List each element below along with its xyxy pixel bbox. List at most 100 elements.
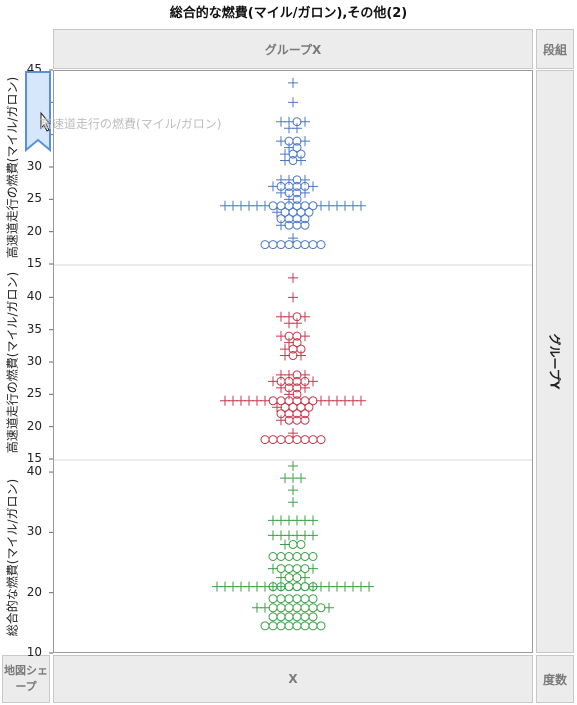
data-point-plus — [364, 581, 374, 592]
y-tick-label: 20 — [26, 223, 42, 238]
data-point-plus — [324, 602, 334, 613]
data-point-circle — [284, 435, 294, 445]
data-point-plus — [276, 581, 286, 592]
data-point-circle — [300, 552, 310, 561]
data-point-circle — [308, 435, 318, 445]
data-point-circle — [300, 409, 310, 419]
data-point-circle — [316, 240, 326, 250]
data-point-circle — [284, 564, 294, 574]
y-tick-label: 40 — [26, 464, 42, 479]
data-point-plus — [284, 389, 294, 400]
data-point-circle — [276, 594, 286, 604]
data-point-plus — [288, 461, 298, 472]
data-point-circle — [292, 435, 302, 445]
data-point-circle — [316, 603, 326, 613]
data-point-circle — [268, 621, 278, 631]
data-point-plus — [288, 233, 298, 244]
data-point-circle — [308, 240, 318, 250]
data-point-circle — [308, 612, 318, 622]
data-point-plus — [276, 415, 286, 426]
data-point-circle — [300, 435, 310, 445]
map-shape-zone[interactable]: 地図シェープ — [2, 655, 50, 703]
data-point-plus — [300, 572, 310, 583]
data-point-plus — [272, 207, 282, 218]
data-point-circle — [268, 603, 278, 613]
data-point-circle — [284, 240, 294, 250]
data-point-plus — [300, 331, 310, 342]
data-point-plus — [288, 292, 298, 303]
y-tick-label: 15 — [26, 256, 42, 270]
data-point-circle — [300, 240, 310, 250]
data-point-plus — [296, 473, 306, 484]
data-point-circle — [276, 240, 286, 250]
data-point-circle — [300, 621, 310, 631]
data-point-circle — [292, 612, 302, 622]
group-y-zone[interactable]: グループY — [536, 70, 574, 653]
y-tick-label: 30 — [26, 159, 42, 173]
data-point-plus — [268, 563, 278, 574]
data-point-circle — [292, 603, 302, 613]
data-point-plus — [260, 200, 270, 211]
data-point-circle — [300, 415, 310, 425]
y-tick-label: 20 — [26, 418, 42, 433]
data-point-circle — [308, 621, 318, 631]
data-point-plus — [280, 350, 290, 361]
data-point-plus — [288, 428, 298, 439]
data-point-plus — [356, 395, 366, 406]
y-tick-label: 30 — [26, 354, 42, 368]
data-point-circle — [300, 603, 310, 613]
data-point-circle — [284, 603, 294, 613]
data-point-plus — [308, 181, 318, 192]
data-point-circle — [284, 582, 294, 592]
data-point-circle — [268, 594, 278, 604]
data-point-circle — [292, 389, 302, 399]
x-zone[interactable]: X — [53, 655, 533, 703]
data-point-plus — [260, 581, 270, 592]
data-point-plus — [296, 155, 306, 166]
data-point-circle — [300, 214, 310, 224]
data-point-plus — [288, 485, 298, 496]
data-point-circle — [276, 612, 286, 622]
data-point-circle — [292, 621, 302, 631]
data-point-plus — [284, 337, 294, 348]
y-tick-label: 25 — [26, 386, 42, 401]
data-point-plus — [300, 116, 310, 127]
data-point-plus — [288, 272, 298, 283]
data-point-circle — [308, 603, 318, 613]
freq-zone[interactable]: 度数 — [536, 655, 574, 703]
data-point-circle — [292, 582, 302, 592]
data-point-circle — [292, 240, 302, 250]
data-point-circle — [284, 612, 294, 622]
data-point-circle — [300, 582, 310, 592]
data-point-circle — [316, 621, 326, 631]
data-point-plus — [276, 331, 286, 342]
data-point-circle — [276, 435, 286, 445]
data-point-circle — [292, 564, 302, 574]
data-point-circle — [292, 573, 302, 583]
data-point-plus — [308, 376, 318, 387]
data-point-circle — [292, 594, 302, 604]
y-tick-label: 15 — [26, 451, 42, 465]
data-point-plus — [288, 97, 298, 108]
data-point-circle — [268, 201, 278, 211]
data-point-plus — [260, 395, 270, 406]
data-point-circle — [292, 552, 302, 561]
data-point-plus — [356, 200, 366, 211]
group-x-zone[interactable]: グループX — [53, 29, 533, 69]
data-point-circle — [268, 435, 278, 445]
data-point-circle — [308, 594, 318, 604]
y-tick-label: 40 — [26, 289, 42, 304]
data-point-circle — [292, 194, 302, 204]
data-point-circle — [300, 564, 310, 574]
data-point-circle — [268, 612, 278, 622]
data-point-circle — [288, 539, 298, 549]
data-point-circle — [316, 435, 326, 445]
data-point-plus — [260, 602, 270, 613]
data-point-circle — [300, 220, 310, 230]
data-point-circle — [296, 539, 306, 549]
wrap-zone[interactable]: 段組 — [536, 29, 574, 69]
data-point-plus — [308, 563, 318, 574]
data-point-circle — [300, 594, 310, 604]
data-point-plus — [276, 220, 286, 231]
